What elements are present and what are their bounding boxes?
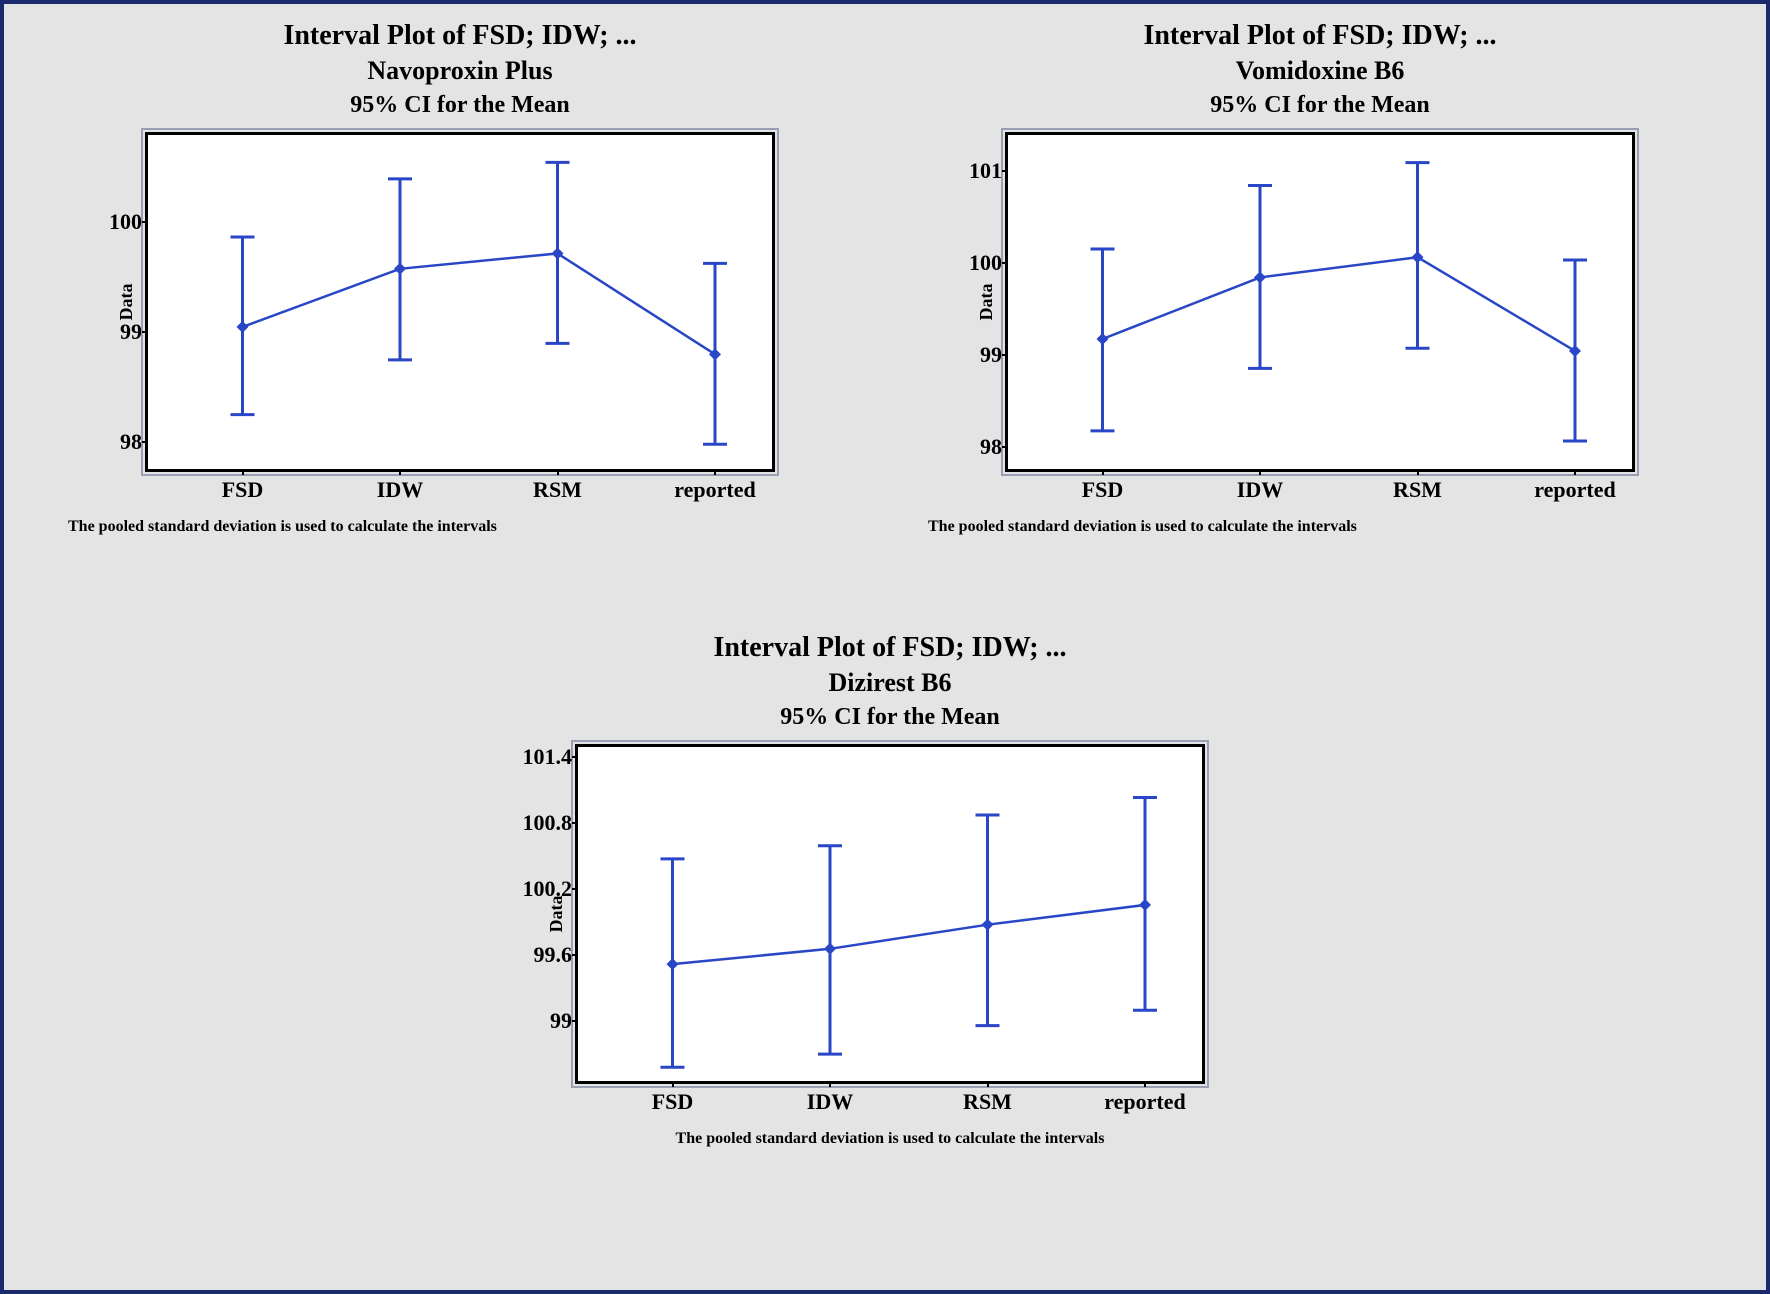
- interval-plot-svg: [1008, 135, 1638, 475]
- plot-area: Data 9899100FSDIDWRSMreported: [145, 132, 775, 472]
- interval-plot-svg: [148, 135, 778, 475]
- plot-area: Data 9999.6100.2100.8101.4FSDIDWRSMrepor…: [575, 744, 1205, 1084]
- y-tick-label: 100: [942, 250, 1002, 276]
- y-axis-label: Data: [116, 283, 137, 320]
- x-tick-label: reported: [674, 477, 755, 503]
- x-tick-label: RSM: [533, 477, 582, 503]
- panel-dizirest: Interval Plot of FSD; IDW; ... Dizirest …: [480, 630, 1300, 1148]
- y-tick-label: 98: [942, 434, 1002, 460]
- y-tick-label: 101: [942, 158, 1002, 184]
- footnote: The pooled standard deviation is used to…: [480, 1130, 1300, 1148]
- x-tick-label: FSD: [222, 477, 264, 503]
- chart-title: Interval Plot of FSD; IDW; ...: [480, 630, 1300, 665]
- titles: Interval Plot of FSD; IDW; ... Navoproxi…: [60, 18, 860, 120]
- interval-plot-svg: [578, 747, 1208, 1087]
- chart-ci-label: 95% CI for the Mean: [60, 90, 860, 120]
- y-tick-label: 98: [82, 429, 142, 455]
- panel-navoproxin: Interval Plot of FSD; IDW; ... Navoproxi…: [60, 18, 860, 536]
- titles: Interval Plot of FSD; IDW; ... Dizirest …: [480, 630, 1300, 732]
- x-tick-label: IDW: [377, 477, 423, 503]
- panel-vomidoxine: Interval Plot of FSD; IDW; ... Vomidoxin…: [920, 18, 1720, 536]
- chart-ci-label: 95% CI for the Mean: [480, 702, 1300, 732]
- y-axis-label: Data: [976, 283, 997, 320]
- x-tick-label: IDW: [1237, 477, 1283, 503]
- plot-area: Data 9899100101FSDIDWRSMreported: [1005, 132, 1635, 472]
- x-tick-label: FSD: [652, 1089, 694, 1115]
- footnote: The pooled standard deviation is used to…: [68, 518, 860, 536]
- chart-subtitle: Dizirest B6: [480, 667, 1300, 700]
- footnote: The pooled standard deviation is used to…: [928, 518, 1720, 536]
- chart-title: Interval Plot of FSD; IDW; ...: [920, 18, 1720, 53]
- y-tick-label: 100.8: [512, 810, 572, 836]
- x-tick-label: IDW: [807, 1089, 853, 1115]
- y-tick-label: 100.2: [512, 876, 572, 902]
- x-tick-label: RSM: [963, 1089, 1012, 1115]
- y-tick-label: 99.6: [512, 942, 572, 968]
- x-tick-label: FSD: [1082, 477, 1124, 503]
- chart-title: Interval Plot of FSD; IDW; ...: [60, 18, 860, 53]
- y-tick-label: 99: [512, 1008, 572, 1034]
- y-tick-label: 99: [82, 319, 142, 345]
- chart-subtitle: Vomidoxine B6: [920, 55, 1720, 88]
- titles: Interval Plot of FSD; IDW; ... Vomidoxin…: [920, 18, 1720, 120]
- y-tick-label: 100: [82, 209, 142, 235]
- chart-subtitle: Navoproxin Plus: [60, 55, 860, 88]
- y-tick-label: 99: [942, 342, 1002, 368]
- chart-ci-label: 95% CI for the Mean: [920, 90, 1720, 120]
- x-tick-label: RSM: [1393, 477, 1442, 503]
- y-tick-label: 101.4: [512, 744, 572, 770]
- x-tick-label: reported: [1104, 1089, 1185, 1115]
- x-tick-label: reported: [1534, 477, 1615, 503]
